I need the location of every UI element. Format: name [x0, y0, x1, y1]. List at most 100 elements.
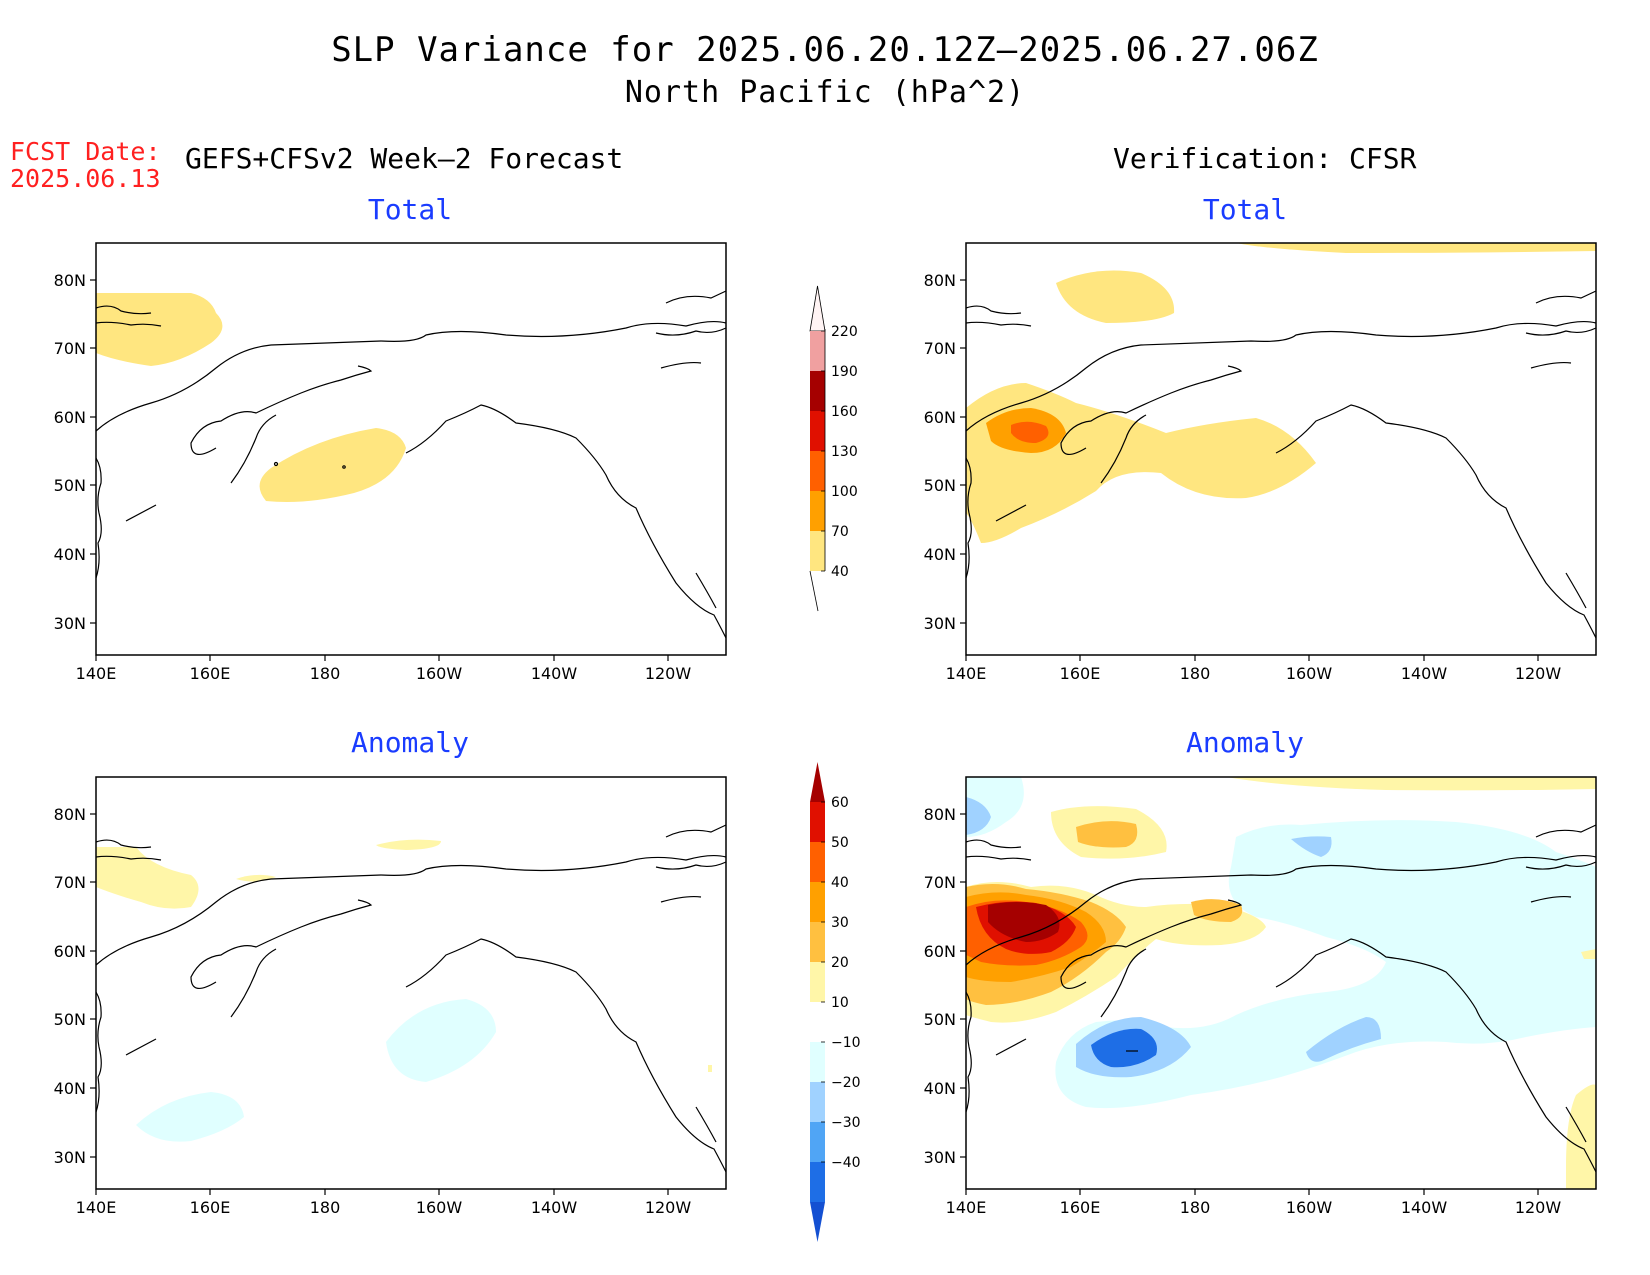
lon-tick-label: 140W — [1401, 1198, 1448, 1217]
map-cfsr-anomaly: 140E 160E 180 160W 140W 120W 80N 70N 60N 50N 40N 30… — [924, 776, 1597, 1217]
colorbar-anomaly-label: 50 — [831, 835, 849, 851]
lat-tick-label: 80N — [924, 271, 956, 290]
chart-title: SLP Variance for 2025.06.20.12Z–2025.06.… — [331, 30, 1319, 70]
lat-tick-label: 60N — [54, 408, 86, 427]
colorbar-anomaly-bottom-arrow — [810, 1202, 825, 1242]
colorbar-total-box — [810, 451, 825, 491]
lon-tick-label: 160E — [190, 1198, 231, 1217]
panel-subtitle-forecast-anomaly: Anomaly — [350, 726, 469, 759]
lat-tick-label: 70N — [54, 339, 86, 358]
lat-tick-label: 80N — [924, 805, 956, 824]
lon-tick-label: 140W — [531, 1198, 578, 1217]
lat-tick-label: 60N — [924, 408, 956, 427]
panel-subtitle-cfsr-total: Total — [1202, 193, 1288, 226]
lon-tick-label: 140W — [1401, 664, 1448, 683]
colorbar-anomaly-box — [810, 1042, 825, 1082]
lon-tick-label: 180 — [1180, 664, 1211, 683]
map-forecast-anomaly: 140E 160E 180 160W 140W 120W 80N 70N 60N 50N 40N 30… — [54, 776, 727, 1217]
colorbar-anomaly-top-arrow — [810, 762, 825, 802]
colorbar-anomaly-box — [810, 882, 825, 922]
lon-tick-label: 140E — [76, 664, 117, 683]
colorbar-anomaly-label: −20 — [831, 1075, 861, 1091]
lat-tick-label: 70N — [924, 873, 956, 892]
lon-tick-label: 140E — [946, 1198, 987, 1217]
lat-tick-label: 50N — [54, 1010, 86, 1029]
axes-cfsr-total: 140E 160E 180 160W 140W 120W 80N 70N 60N 50N 40N 30… — [924, 271, 1562, 683]
lat-tick-label: 80N — [54, 271, 86, 290]
panel-subtitle-forecast-total: Total — [367, 193, 453, 226]
colorbar-total-box — [810, 531, 825, 571]
lat-tick-label: 30N — [54, 1148, 86, 1167]
colorbar-anomaly-label: −30 — [831, 1115, 861, 1131]
lat-tick-label: 40N — [54, 545, 86, 564]
colorbar-total-top-arrow — [809, 285, 826, 332]
fcst-date: FCST Date: 2025.06.13 — [10, 138, 161, 192]
colorbar-anomaly-box — [810, 962, 825, 1002]
colorbar-total-label: 160 — [831, 404, 858, 420]
verification-header: Verification: CFSR — [1113, 142, 1417, 175]
lon-tick-label: 140E — [946, 664, 987, 683]
colorbar-total-box — [810, 331, 825, 371]
lat-tick-label: 40N — [54, 1079, 86, 1098]
colorbar-total-box — [810, 411, 825, 451]
forecast-header: GEFS+CFSv2 Week–2 Forecast — [185, 142, 624, 175]
map-forecast-total: 140E 160E 180 160W 140W 120W 80N 70N 60N 50N 40N 30… — [54, 242, 727, 683]
colorbar-anomaly-box — [810, 922, 825, 962]
lat-tick-label: 50N — [54, 476, 86, 495]
colorbar-total: 40 70 100 130 160 190 220 — [809, 285, 858, 612]
panel-subtitle-cfsr-anomaly: Anomaly — [1185, 726, 1304, 759]
lat-tick-label: 40N — [924, 1079, 956, 1098]
lat-tick-label: 30N — [924, 1148, 956, 1167]
colorbar-total-label: 100 — [831, 484, 858, 500]
lon-tick-label: 160E — [190, 664, 231, 683]
lon-tick-label: 120W — [645, 1198, 692, 1217]
lat-tick-label: 80N — [54, 805, 86, 824]
fcst-date-value: 2025.06.13 — [10, 164, 161, 193]
colorbar-anomaly-label: 40 — [831, 875, 849, 891]
colorbar-total-box — [810, 491, 825, 531]
lon-tick-label: 180 — [1180, 1198, 1211, 1217]
lon-tick-label: 140E — [76, 1198, 117, 1217]
colorbar-total-label: 40 — [831, 564, 849, 580]
colorbar-total-label: 70 — [831, 524, 849, 540]
lat-tick-label: 50N — [924, 476, 956, 495]
lat-tick-label: 70N — [924, 339, 956, 358]
colorbar-anomaly-label: −10 — [831, 1035, 861, 1051]
colorbar-anomaly-label: −40 — [831, 1155, 861, 1171]
colorbar-anomaly-box — [810, 842, 825, 882]
lat-tick-label: 30N — [924, 614, 956, 633]
lon-tick-label: 160E — [1060, 664, 1101, 683]
chart-subtitle: North Pacific (hPa^2) — [624, 75, 1026, 110]
fcst-date-label: FCST Date: — [10, 137, 161, 166]
colorbar-anomaly-box — [810, 802, 825, 842]
lon-tick-label: 160W — [1286, 1198, 1333, 1217]
lon-tick-label: 140W — [531, 664, 578, 683]
colorbar-anomaly-label: 10 — [831, 995, 849, 1011]
colorbar-anomaly-box — [810, 1162, 825, 1202]
lon-tick-label: 160W — [416, 664, 463, 683]
axes-forecast-anomaly: 140E 160E 180 160W 140W 120W 80N 70N 60N 50N 40N 30… — [54, 805, 692, 1217]
colorbar-anomaly-box — [810, 1002, 825, 1042]
lat-tick-label: 50N — [924, 1010, 956, 1029]
lat-tick-label: 30N — [54, 614, 86, 633]
lon-tick-label: 180 — [310, 664, 341, 683]
shading-forecast-total — [96, 293, 406, 502]
shading-cfsr-anomaly — [966, 777, 1596, 1189]
colorbar-total-label: 130 — [831, 444, 858, 460]
lon-tick-label: 160W — [416, 1198, 463, 1217]
lon-tick-label: 120W — [1515, 1198, 1562, 1217]
lon-tick-label: 120W — [1515, 664, 1562, 683]
colorbar-total-label: 220 — [831, 324, 858, 340]
lat-tick-label: 60N — [924, 942, 956, 961]
colorbar-total-bottom-arrow — [809, 570, 819, 612]
axes-cfsr-anomaly: 140E 160E 180 160W 140W 120W 80N 70N 60N 50N 40N 30… — [924, 805, 1562, 1217]
colorbar-total-box — [810, 371, 825, 411]
shading-cfsr-total — [966, 243, 1596, 543]
colorbar-anomaly-box — [810, 1122, 825, 1162]
lon-tick-label: 120W — [645, 664, 692, 683]
lat-tick-label: 70N — [54, 873, 86, 892]
shading-forecast-anomaly — [96, 839, 712, 1142]
colorbar-total-label: 190 — [831, 364, 858, 380]
map-cfsr-total: 140E 160E 180 160W 140W 120W 80N 70N 60N 50N 40N 30… — [924, 242, 1597, 683]
lon-tick-label: 160E — [1060, 1198, 1101, 1217]
